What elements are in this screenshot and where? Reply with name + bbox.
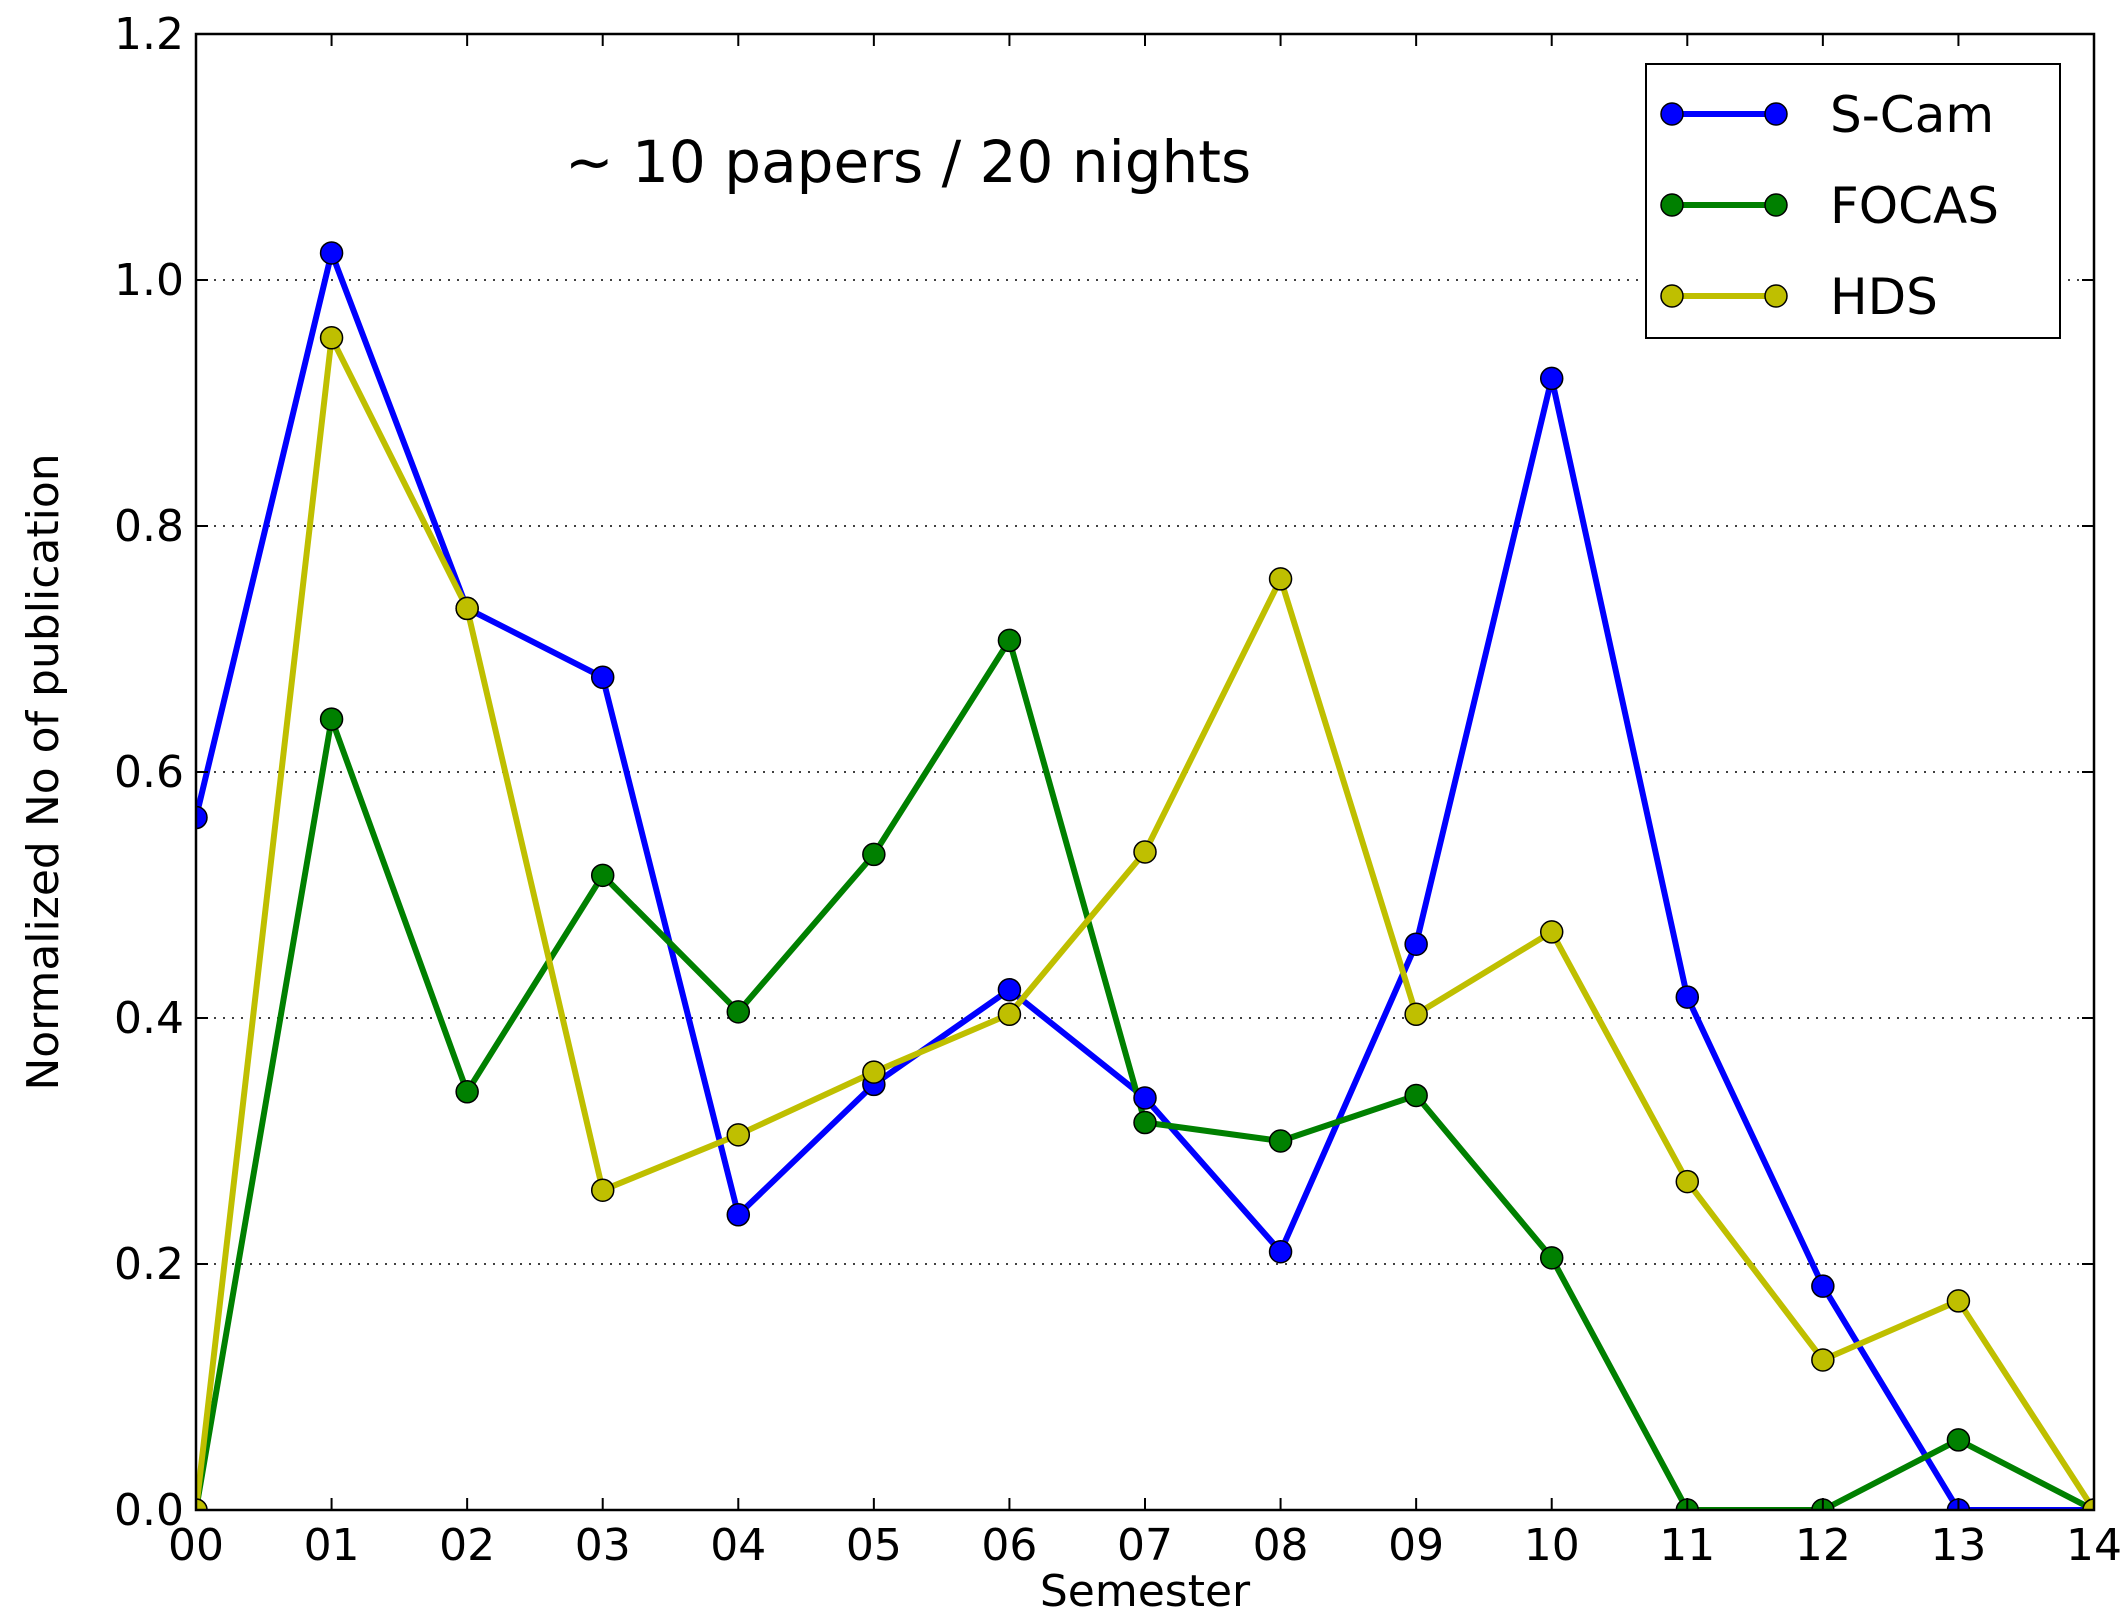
legend-marker-focas (1764, 193, 1788, 217)
legend-label-hds: HDS (1830, 268, 1938, 326)
axis-ticks (195, 33, 2095, 1511)
y-tick-label: 0.6 (114, 747, 184, 798)
legend-marker-focas (1660, 193, 1684, 217)
data-point-s-cam (997, 977, 1022, 1002)
x-tick-label: 00 (168, 1520, 224, 1571)
data-point-hds (590, 1178, 615, 1202)
legend-label-focas: FOCAS (1830, 177, 1999, 235)
x-tick-label: 10 (1524, 1520, 1580, 1571)
data-point-hds (1268, 567, 1293, 591)
data-point-hds (319, 326, 344, 350)
data-point-focas (1539, 1246, 1564, 1270)
tick-labels: 0.0 0.2 0.4 0.6 0.8 1.0 1.2 00 01 02 03 04 05 06 07 08 0… (114, 9, 2121, 1571)
x-tick-label: 05 (846, 1520, 902, 1571)
data-point-focas (862, 842, 886, 867)
legend-marker-s-cam (1660, 102, 1684, 126)
data-point-focas (1268, 1129, 1293, 1153)
data-point-hds (726, 1123, 751, 1147)
data-point-hds (1404, 1002, 1428, 1027)
data-point-focas (590, 863, 615, 888)
x-tick-label: 09 (1388, 1520, 1444, 1571)
legend-label-s-cam: S-Cam (1830, 86, 1994, 144)
data-point-hds (1133, 840, 1157, 864)
x-tick-label: 04 (710, 1520, 766, 1571)
data-point-hds (455, 596, 479, 621)
y-tick-label: 0.4 (114, 993, 184, 1044)
chart-annotation: ~ 10 papers / 20 nights (565, 128, 1251, 196)
y-tick-label: 1.2 (114, 9, 184, 60)
data-point-hds (862, 1060, 886, 1084)
x-tick-label: 14 (2066, 1520, 2121, 1571)
data-point-s-cam (1404, 932, 1428, 956)
data-point-focas (455, 1080, 479, 1104)
data-point-s-cam (319, 241, 344, 265)
x-axis-label: Semester (1040, 1566, 1251, 1617)
series-line-hds (196, 334, 2094, 1510)
data-point-focas (1133, 1110, 1157, 1135)
data-point-hds (1539, 920, 1564, 944)
data-point-focas (1946, 1428, 1971, 1452)
series-line-focas (196, 637, 2094, 1510)
data-point-hds (1811, 1348, 1835, 1372)
y-axis-label: Normalized No of publication (18, 453, 69, 1090)
legend-box (1645, 63, 2061, 339)
x-tick-label: 11 (1659, 1520, 1715, 1571)
data-point-hds (997, 1002, 1022, 1027)
data-point-focas (997, 628, 1022, 653)
data-point-hds (1675, 1169, 1700, 1194)
data-point-s-cam (726, 1203, 751, 1227)
data-point-hds (2082, 1498, 2094, 1510)
data-point-s-cam (1675, 985, 1700, 1009)
series-layer (196, 249, 2094, 1510)
data-point-s-cam (590, 665, 615, 690)
legend: S-Cam FOCAS HDS (1645, 63, 2061, 339)
data-point-focas (726, 1000, 751, 1024)
x-tick-label: 01 (304, 1520, 360, 1571)
marker-layer (196, 241, 2094, 1510)
data-point-s-cam (1268, 1239, 1293, 1264)
data-point-s-cam (1539, 366, 1564, 391)
x-tick-label: 12 (1795, 1520, 1851, 1571)
data-point-hds (196, 1498, 208, 1510)
data-point-focas (1404, 1083, 1428, 1108)
data-point-s-cam (1133, 1086, 1157, 1110)
data-point-s-cam (196, 805, 208, 830)
series-line-s-cam (196, 249, 2094, 1510)
legend-marker-s-cam (1764, 102, 1788, 126)
data-point-s-cam (1811, 1274, 1835, 1298)
y-tick-label: 0.8 (114, 501, 184, 552)
y-tick-label: 0.0 (114, 1485, 184, 1536)
x-tick-label: 08 (1253, 1520, 1309, 1571)
x-tick-label: 02 (439, 1520, 495, 1571)
x-tick-label: 03 (575, 1520, 631, 1571)
data-point-hds (1946, 1289, 1971, 1313)
x-tick-label: 13 (1930, 1520, 1986, 1571)
x-tick-label: 07 (1117, 1520, 1173, 1571)
y-tick-label: 0.2 (114, 1239, 184, 1290)
legend-marker-hds (1660, 284, 1684, 308)
y-tick-label: 1.0 (114, 255, 184, 306)
data-point-focas (319, 707, 344, 731)
legend-marker-hds (1764, 284, 1788, 308)
x-tick-label: 06 (981, 1520, 1037, 1571)
